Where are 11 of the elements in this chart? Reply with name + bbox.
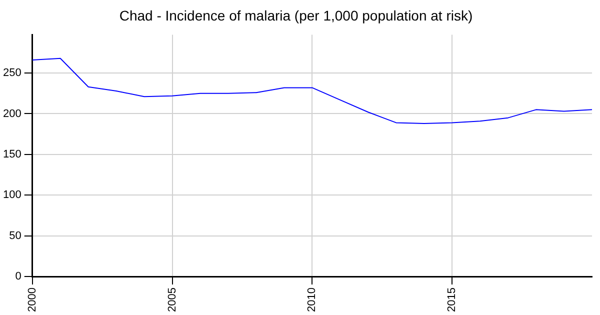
x-tick-label: 2000 [26,288,38,312]
x-tick-label: 2010 [306,288,318,312]
chart-title: Chad - Incidence of malaria (per 1,000 population at risk) [119,7,473,24]
y-tick-label: 250 [2,67,22,80]
y-tick-label: 150 [2,148,22,160]
y-tick-label: 200 [2,108,22,120]
x-tick-label: 2015 [446,288,458,312]
x-tick-label: 2005 [166,288,178,312]
y-tick-label: 0 [15,270,22,283]
y-tick-label: 50 [9,230,22,242]
y-tick-label: 100 [2,189,22,202]
